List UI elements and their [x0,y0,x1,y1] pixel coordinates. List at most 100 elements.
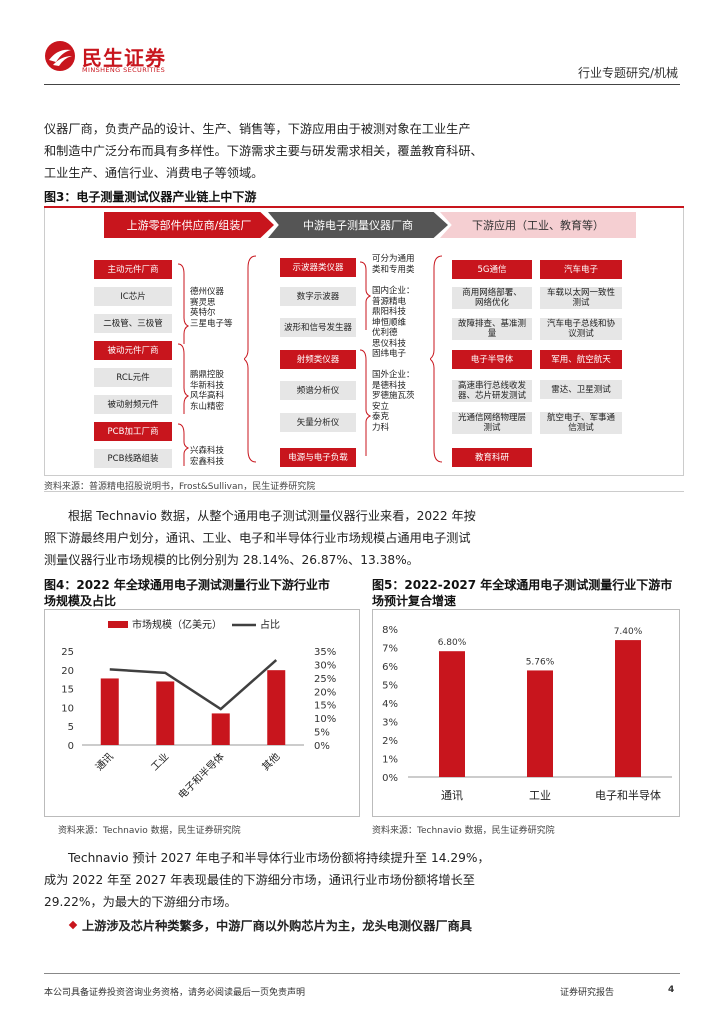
midstream-box: 矢量分析仪 [280,413,356,432]
y-tick-label: 1% [382,755,398,766]
x-tick-label: 工业 [529,789,551,802]
bar [439,651,465,777]
x-tick-label: 电子和半导体 [175,750,227,802]
x-tick-label: 电子和半导体 [595,788,661,802]
y-tick-label: 0% [382,773,398,784]
midstream-box: 数字示波器 [280,287,356,306]
figure5-frame [372,609,680,817]
y-right-tick-label: 15% [314,701,336,712]
upstream-box: 二极管、三极管 [94,314,172,333]
text-line: 29.22%，为最大的下游细分市场。 [44,895,237,909]
market-share-paragraph: 根据 Technavio 数据，从整个通用电子测试测量仪器行业来看，2022 年… [44,505,684,571]
downstream-box: 高速串行总线收发 器、芯片研发测试 [452,380,532,402]
figure4-source: 资料来源：Technavio 数据，民生证券研究院 [58,826,241,836]
midstream-box: 波形和信号发生器 [280,318,356,337]
downstream-box: 军用、航空航天 [540,350,622,369]
bar [527,670,553,777]
downstream-box: 航空电子、军事通 信测试 [540,412,622,434]
upstream-box: IC芯片 [94,287,172,306]
legend-label-bar: 市场规模（亿美元） [132,618,222,631]
y-right-tick-label: 5% [314,728,330,739]
x-tick-label: 工业 [149,751,172,774]
upstream-companies: 德州仪器 赛灵思 英特尔 三星电子等 [190,287,233,329]
legend-label-line: 占比 [260,618,280,631]
y-left-tick-label: 0 [68,741,74,752]
figure4-frame [44,609,360,817]
y-right-tick-label: 0% [314,741,330,752]
text-line: 照下游最终用户划分，通讯、工业、电子和半导体行业市场规模占通用电子测试 [44,531,471,545]
y-right-tick-label: 30% [314,660,336,671]
text-line: 测量仪器行业市场规模的比例分别为 28.14%、26.87%、13.38%。 [44,553,419,567]
upstream-companies: 兴森科技 宏鑫科技 [190,446,225,467]
y-right-tick-label: 20% [314,687,336,698]
figure5-title: 图5：2022-2027 年全球通用电子测试测量行业下游市 场预计复合增速 [372,577,672,609]
text-line: 根据 Technavio 数据，从整个通用电子测试测量仪器行业来看，2022 年… [68,509,476,523]
stage-midstream: 中游电子测量仪器厂商 [268,212,448,238]
y-tick-label: 6% [382,662,398,673]
y-tick-label: 7% [382,644,398,655]
y-tick-label: 4% [382,699,398,710]
downstream-box: 汽车电子 [540,260,622,279]
foreign-companies: 国外企业： 是德科技 罗德施瓦茨 安立 泰克 力科 [372,370,415,433]
y-left-tick-label: 10 [61,703,74,714]
text-line: 工业生产、通信行业、消费电子等领域。 [44,166,264,180]
report-category: 行业专题研究/机械 [577,66,678,80]
downstream-box: 雷达、卫星测试 [540,380,622,399]
data-label: 6.80% [438,638,467,648]
y-right-tick-label: 25% [314,674,336,685]
footer-disclaimer: 本公司具备证券投资咨询业务资格，请务必阅读最后一页免责声明 [44,988,306,998]
y-tick-label: 2% [382,736,398,747]
downstream-box: 5G通信 [452,260,532,279]
logo-english-name: MINSHENG SECURITIES [82,66,166,74]
figure4-chart: 市场规模（亿美元） 占比 0 5 10 15 20 25 0% 5% 10% 15% 20% 25% 30%… [61,618,336,802]
x-tick-label: 其他 [259,750,282,773]
upstream-box: PCB线路组装 [94,449,172,468]
bar [211,713,230,745]
text-line: Technavio 预计 2027 年电子和半导体行业市场份额将持续提升至 14… [68,851,490,865]
downstream-box: 教育科研 [452,448,532,467]
text-line: 成为 2022 年至 2027 年表现最佳的下游细分市场，通讯行业市场份额将增长… [44,873,475,887]
midstream-box: 频谱分析仪 [280,381,356,400]
downstream-box: 电子半导体 [452,350,532,369]
downstream-box: 光通信网络物理层 测试 [452,412,532,434]
footer-report-type: 证券研究报告 [560,988,615,998]
upstream-companies: 鹏鼎控股 华新科技 风华高科 东山精密 [190,370,225,412]
intro-paragraph: 仪器厂商，负责产品的设计、生产、销售等，下游应用由于被测对象在工业生产 和制造中… [44,118,684,184]
logo-chinese-name: 民生证券 [82,46,166,70]
upstream-brackets [177,263,190,466]
y-left-tick-label: 25 [61,647,74,658]
header-divider [44,84,680,85]
title-line: 场规模及占比 [44,594,117,608]
y-left-tick-label: 15 [61,685,74,696]
downstream-box: 汽车电子总线和协 议测试 [540,318,622,340]
midstream-box: 电源与电子负载 [280,448,356,467]
figure4-title: 图4：2022 年全球通用电子测试测量行业下游行业市 场规模及占比 [44,577,330,609]
bar [615,640,641,777]
figure5-source: 资料来源：Technavio 数据，民生证券研究院 [372,826,555,836]
y-right-tick-label: 35% [314,647,336,658]
data-label: 5.76% [526,657,555,667]
bar [267,670,286,745]
data-label: 7.40% [614,627,643,637]
title-line: 图4：2022 年全球通用电子测试测量行业下游行业市 [44,578,330,592]
upstream-box: 主动元件厂商 [94,260,172,279]
page-header: 民生证券 MINSHENG SECURITIES 行业专题研究/机械 [0,0,724,80]
upstream-box: PCB加工厂商 [94,422,172,441]
midstream-category-note: 可分为通用 类和专用类 [372,254,415,275]
downstream-box: 商用网络部署、 网络优化 [452,287,532,309]
midstream-brackets [359,261,372,456]
mid-left-bracket [244,255,257,463]
title-line: 图5：2022-2027 年全球通用电子测试测量行业下游市 [372,578,673,592]
figure3-title: 图3：电子测量测试仪器产业链上中下游 [44,190,257,204]
midstream-box: 射频类仪器 [280,350,356,369]
bar [100,678,119,745]
title-line: 场预计复合增速 [372,594,457,608]
footer-divider [44,973,680,974]
y-tick-label: 5% [382,681,398,692]
figure3-source: 资料来源：普源精电招股说明书，Frost&Sullivan，民生证券研究院 [44,482,316,492]
section-heading: 上游涉及芯片种类繁多，中游厂商以外购芯片为主，龙头电测仪器厂商具 [82,919,472,933]
y-left-tick-label: 5 [68,722,74,733]
figure3-bottom-rule [44,491,684,492]
y-tick-label: 8% [382,625,398,636]
stage-upstream: 上游零部件供应商/组装厂 [104,212,274,238]
